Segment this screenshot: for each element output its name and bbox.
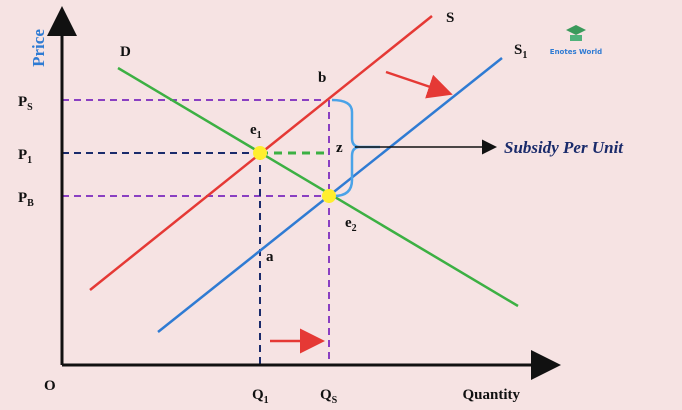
label-sub: B (27, 198, 34, 209)
curve-label: S1 (514, 42, 527, 61)
point-label: e2 (345, 215, 357, 234)
label-main: P (18, 147, 27, 163)
price-label: PS (18, 94, 33, 113)
y-axis-label: Price (29, 29, 48, 67)
label-main: Q (252, 387, 264, 403)
point-label: e1 (250, 122, 262, 141)
price-label: PB (18, 190, 34, 209)
logo-icon (566, 25, 586, 35)
equilibrium-point (253, 146, 267, 160)
label-main: P (18, 190, 27, 206)
logo-icon (570, 35, 582, 41)
point-label: z (336, 140, 343, 156)
label-sub: 1 (27, 155, 32, 166)
label-main: P (18, 94, 27, 110)
quantity-label: Q1 (252, 387, 269, 406)
quantity-label: QS (320, 387, 338, 406)
curve-label: D (120, 44, 131, 60)
shift-arrow (385, 70, 453, 99)
point-label: a (266, 249, 274, 265)
annotation: Subsidy Per Unit (504, 138, 624, 157)
label-main: Q (320, 387, 332, 403)
label-main: S (514, 42, 522, 58)
label-sub: S (332, 395, 338, 406)
equilibrium-point (322, 189, 336, 203)
x-axis-label: Quantity (462, 387, 520, 403)
demand-curve (117, 66, 519, 308)
label-main: e (250, 122, 257, 138)
label-sub: 2 (352, 223, 357, 234)
label-sub: 1 (522, 50, 527, 61)
price-label: P1 (18, 147, 32, 166)
logo-text: Enotes World (550, 48, 602, 56)
label-sub: S (27, 102, 33, 113)
label-main: e (345, 215, 352, 231)
label-sub: 1 (264, 395, 269, 406)
point-label: b (318, 70, 326, 86)
label-sub: 1 (257, 130, 262, 141)
logo: Enotes World (550, 25, 602, 56)
curve-label: S (446, 10, 454, 26)
origin-label: O (44, 378, 56, 394)
